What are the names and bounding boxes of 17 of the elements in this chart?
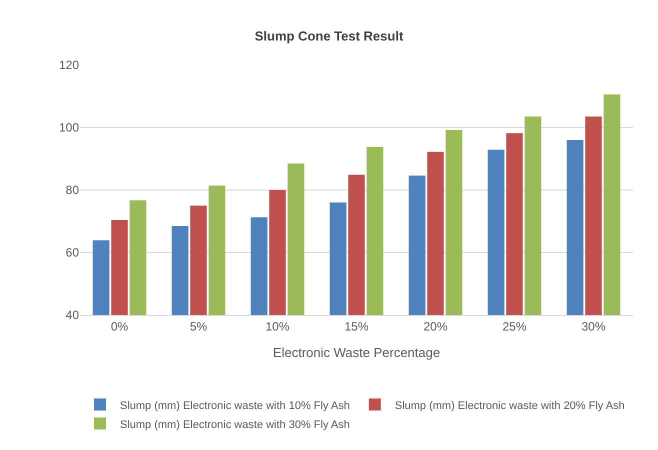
x-tick-label: 15% — [344, 319, 369, 334]
legend-label: Slump (mm) Electronic waste with 10% Fly Ash — [120, 400, 350, 412]
y-tick-label: 60 — [66, 246, 80, 260]
x-tick-label: 0% — [110, 319, 128, 334]
chart-title: Slump Cone Test Result — [254, 28, 404, 44]
y-tick-label: 100 — [58, 120, 80, 135]
x-tick-label: 5% — [190, 319, 208, 334]
x-axis-title: Electronic Waste Percentage — [272, 345, 440, 360]
x-tick-label: 10% — [265, 319, 290, 334]
legend-label: Slump (mm) Electronic waste with 20% Fly Ash — [394, 400, 625, 412]
x-tick-label: 20% — [423, 319, 448, 334]
y-tick-label: 80 — [66, 183, 80, 198]
x-tick-label: 25% — [502, 319, 527, 334]
y-tick-label: 120 — [58, 58, 80, 72]
x-tick-label: 30% — [581, 319, 606, 334]
legend-label: Slump (mm) Electronic waste with 30% Fly Ash — [120, 418, 350, 431]
y-tick-label: 40 — [66, 308, 80, 322]
